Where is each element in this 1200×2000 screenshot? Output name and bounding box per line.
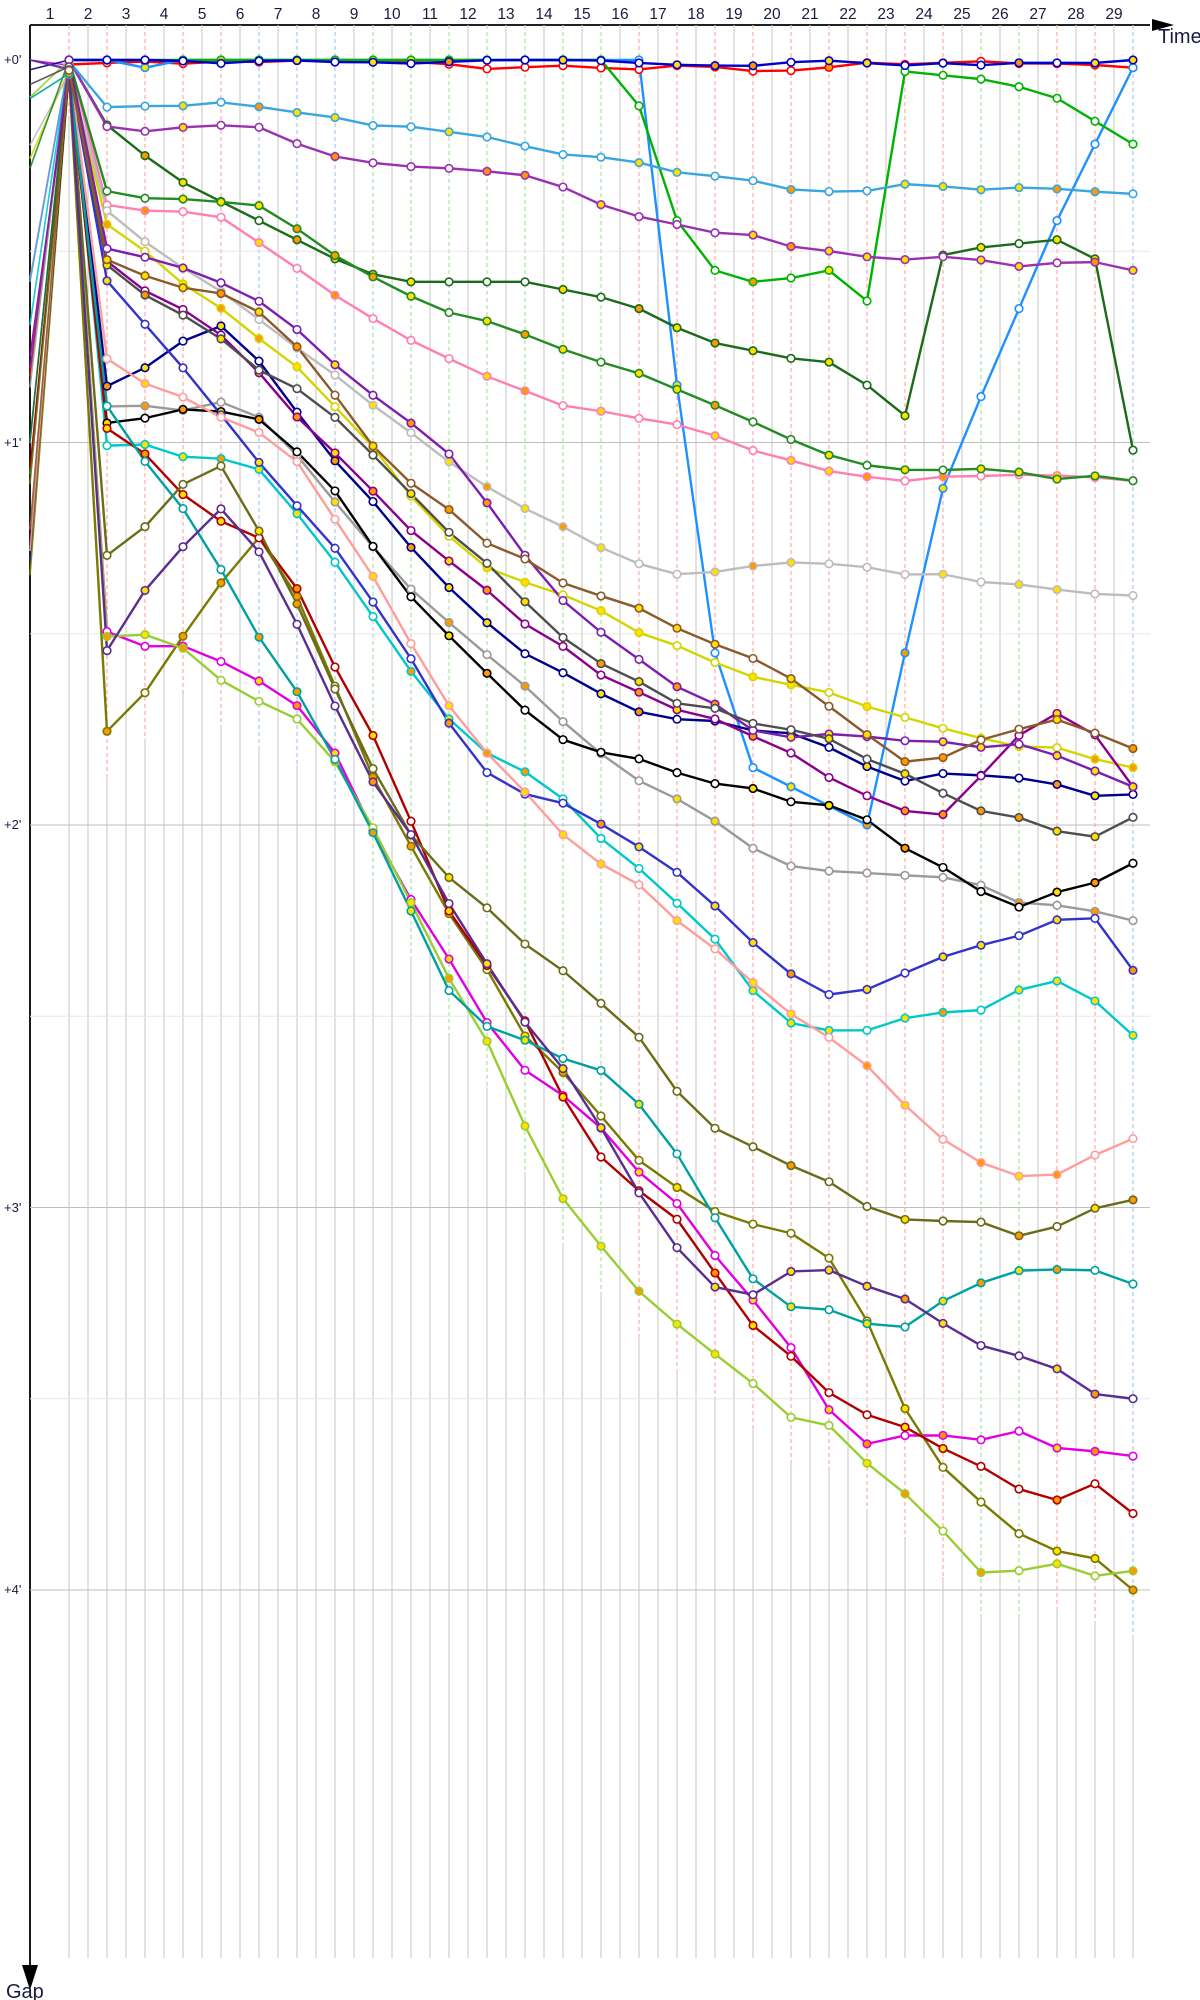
svg-text:Gap: Gap — [6, 1981, 44, 2000]
svg-text:21: 21 — [801, 6, 818, 23]
svg-text:16: 16 — [611, 6, 628, 23]
svg-text:29: 29 — [1105, 6, 1122, 23]
svg-text:+0': +0' — [4, 52, 21, 67]
svg-text:3: 3 — [122, 6, 131, 23]
svg-text:18: 18 — [687, 6, 704, 23]
svg-text:14: 14 — [535, 6, 553, 23]
svg-text:1: 1 — [46, 6, 55, 23]
svg-text:15: 15 — [573, 6, 590, 23]
svg-text:+4': +4' — [4, 1582, 21, 1597]
svg-text:8: 8 — [312, 6, 321, 23]
svg-text:9: 9 — [350, 6, 359, 23]
svg-text:13: 13 — [497, 6, 514, 23]
svg-text:24: 24 — [915, 6, 933, 23]
svg-text:Time: Time — [1158, 26, 1200, 48]
svg-text:7: 7 — [274, 6, 283, 23]
svg-text:27: 27 — [1029, 6, 1046, 23]
svg-text:22: 22 — [839, 6, 856, 23]
svg-text:17: 17 — [649, 6, 666, 23]
svg-text:26: 26 — [991, 6, 1008, 23]
svg-text:10: 10 — [383, 6, 401, 23]
svg-text:11: 11 — [422, 6, 438, 23]
svg-text:4: 4 — [160, 6, 169, 23]
svg-text:6: 6 — [236, 6, 245, 23]
svg-text:19: 19 — [725, 6, 742, 23]
svg-text:+3': +3' — [4, 1200, 21, 1215]
svg-text:+2': +2' — [4, 817, 21, 832]
svg-text:12: 12 — [459, 6, 476, 23]
svg-text:25: 25 — [953, 6, 970, 23]
svg-text:2: 2 — [84, 6, 93, 23]
svg-text:+1': +1' — [4, 435, 21, 450]
svg-text:23: 23 — [877, 6, 894, 23]
svg-text:20: 20 — [763, 6, 781, 23]
svg-text:5: 5 — [198, 6, 207, 23]
svg-text:28: 28 — [1067, 6, 1084, 23]
